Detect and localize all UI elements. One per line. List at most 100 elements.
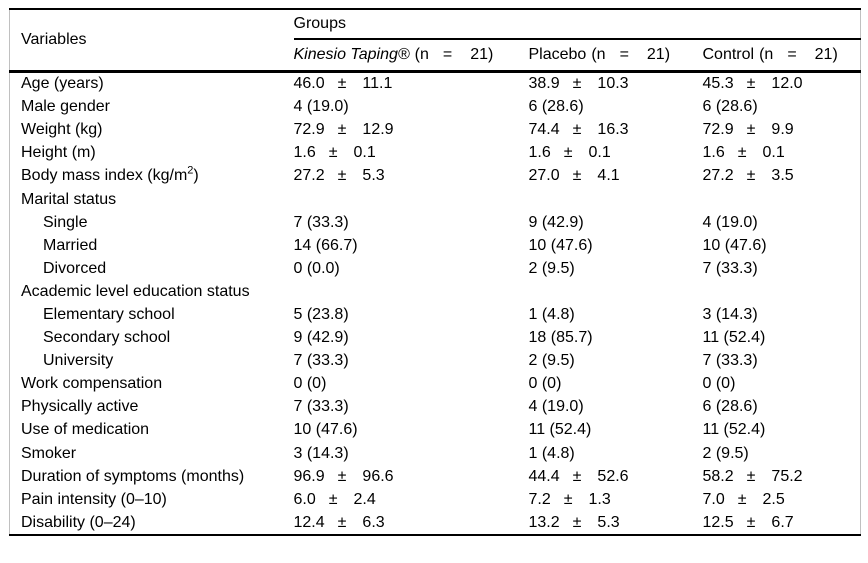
plus-minus-symbol: ± <box>563 490 573 508</box>
row-label: Body mass index (kg/m2) <box>21 165 199 185</box>
plus-minus-symbol: ± <box>746 75 756 93</box>
stat-cell: 44.4 ±52.6 <box>528 467 629 485</box>
group-name: Placebo <box>528 45 587 63</box>
stat-cell: 13.2 ±5.3 <box>528 513 620 531</box>
plus-minus-symbol: ± <box>572 467 582 485</box>
stat-cell: 45.3 ±12.0 <box>702 75 803 93</box>
plus-minus-symbol: ± <box>737 144 747 162</box>
table-header: Variables Groups Kinesio Taping® (n = 21) Pl… <box>9 9 861 71</box>
plus-minus-symbol: ± <box>746 167 756 185</box>
superscript: 2 <box>187 165 194 178</box>
group-n-part: (n <box>414 45 429 63</box>
count-cell: 2 (9.5) <box>528 352 575 370</box>
plus-minus-symbol: ± <box>737 490 747 508</box>
count-cell: 10 (47.6) <box>702 236 767 254</box>
groups-spanning-header: Groups <box>293 9 861 40</box>
count-cell: 4 (19.0) <box>293 98 349 116</box>
row-label: Elementary school <box>43 305 175 323</box>
stat-cell: 74.4 ±16.3 <box>528 121 629 139</box>
table-row: Disability (0–24) 12.4 ±6.3 13.2 ±5.3 12.5 ±6.… <box>10 511 861 535</box>
count-cell: 7 (33.3) <box>293 398 349 416</box>
table-row: Duration of symptoms (months) 96.9 ±96.6 44… <box>10 465 861 488</box>
group-n-part: = <box>787 45 797 63</box>
table-row: Elementary school 5 (23.8) 1 (4.8) 3 (14.3) <box>10 303 861 326</box>
stat-cell: 46.0 ±11.1 <box>293 75 393 93</box>
group-columns-row: Kinesio Taping® (n = 21) Placebo (n = 21) Contro… <box>10 39 861 71</box>
empty-cell <box>294 280 529 303</box>
plus-minus-symbol: ± <box>572 513 582 531</box>
row-label: Weight (kg) <box>21 121 103 139</box>
empty-cell <box>529 280 703 303</box>
table-row: Academic level education status <box>10 280 861 303</box>
count-cell: 10 (47.6) <box>528 236 593 254</box>
table-row: Height (m) 1.6 ±0.1 1.6 ±0.1 1.6 ±0.1 <box>10 142 861 165</box>
count-cell: 11 (52.4) <box>702 329 766 347</box>
header-row-groups: Variables Groups <box>10 9 861 47</box>
stat-cell: 96.9 ±96.6 <box>293 467 394 485</box>
empty-cell <box>703 188 861 211</box>
group-column-header: Kinesio Taping® (n = 21) <box>294 39 529 71</box>
table-body: Age (years) 46.0 ±11.1 38.9 ±10.3 45.3 ±12.0 Ma… <box>10 71 861 535</box>
row-label: Height (m) <box>21 144 96 162</box>
plus-minus-symbol: ± <box>337 121 347 139</box>
stat-cell: 27.2 ±5.3 <box>293 167 385 185</box>
stat-cell: 27.0 ±4.1 <box>528 167 620 185</box>
count-cell: 1 (4.8) <box>528 444 575 462</box>
demographics-table-wrapper: Variables Groups Kinesio Taping® (n = 21) Pl… <box>9 8 868 537</box>
row-label: Marital status <box>21 190 117 208</box>
row-label: Use of medication <box>21 421 150 439</box>
plus-minus-symbol: ± <box>337 467 347 485</box>
stat-cell: 6.0 ±2.4 <box>293 490 376 508</box>
table-row: Work compensation 0 (0) 0 (0) 0 (0) <box>10 373 861 396</box>
table-row: Use of medication 10 (47.6) 11 (52.4) 11 (5… <box>10 419 861 442</box>
table-row: Married 14 (66.7) 10 (47.6) 10 (47.6) <box>10 234 861 257</box>
stat-cell: 38.9 ±10.3 <box>528 75 629 93</box>
count-cell: 7 (33.3) <box>293 352 349 370</box>
plus-minus-symbol: ± <box>337 513 347 531</box>
empty-cell <box>703 280 861 303</box>
plus-minus-symbol: ± <box>337 167 347 185</box>
table-row: University 7 (33.3) 2 (9.5) 7 (33.3) <box>10 350 861 373</box>
plus-minus-symbol: ± <box>328 144 338 162</box>
group-n-part: (n <box>591 45 606 63</box>
table-row: Pain intensity (0–10) 6.0 ±2.4 7.2 ±1.3 7.0 ±2… <box>10 488 861 511</box>
stat-cell: 72.9 ±9.9 <box>702 121 794 139</box>
count-cell: 0 (0) <box>702 375 736 393</box>
plus-minus-symbol: ± <box>746 467 756 485</box>
count-cell: 6 (28.6) <box>528 98 584 116</box>
stat-cell: 72.9 ±12.9 <box>293 121 394 139</box>
table-row: Body mass index (kg/m2) 27.2 ±5.3 27.0 ±4.1 2… <box>10 165 861 188</box>
count-cell: 11 (52.4) <box>528 421 592 439</box>
stat-cell: 27.2 ±3.5 <box>702 167 794 185</box>
group-n-part: 21) <box>646 45 671 63</box>
plus-minus-symbol: ± <box>563 144 573 162</box>
stat-cell: 7.0 ±2.5 <box>702 490 785 508</box>
plus-minus-symbol: ± <box>746 513 756 531</box>
row-label: Physically active <box>21 398 139 416</box>
plus-minus-symbol: ± <box>337 75 347 93</box>
row-label: Disability (0–24) <box>21 513 136 531</box>
group-n-part: = <box>619 45 629 63</box>
stat-cell: 7.2 ±1.3 <box>528 490 611 508</box>
table-row: Marital status <box>10 188 861 211</box>
row-label: University <box>43 352 114 370</box>
plus-minus-symbol: ± <box>746 121 756 139</box>
stat-cell: 1.6 ±0.1 <box>702 144 785 162</box>
count-cell: 3 (14.3) <box>702 305 758 323</box>
group-column-header: Control (n = 21) <box>703 39 861 71</box>
row-label: Work compensation <box>21 375 163 393</box>
count-cell: 11 (52.4) <box>702 421 766 439</box>
group-n-part: 21) <box>470 45 494 63</box>
row-label: Duration of symptoms (months) <box>21 467 245 485</box>
count-cell: 4 (19.0) <box>702 213 758 231</box>
table-row: Physically active 7 (33.3) 4 (19.0) 6 (28.6… <box>10 396 861 419</box>
row-label: Pain intensity (0–10) <box>21 490 167 508</box>
plus-minus-symbol: ± <box>572 75 582 93</box>
count-cell: 0 (0.0) <box>293 259 340 277</box>
table-row: Secondary school 9 (42.9) 18 (85.7) 11 (52.… <box>10 327 861 350</box>
table-row: Male gender 4 (19.0) 6 (28.6) 6 (28.6) <box>10 96 861 119</box>
count-cell: 0 (0) <box>293 375 327 393</box>
row-label: Married <box>43 236 98 254</box>
row-label: Single <box>43 213 88 231</box>
count-cell: 9 (42.9) <box>293 329 349 347</box>
